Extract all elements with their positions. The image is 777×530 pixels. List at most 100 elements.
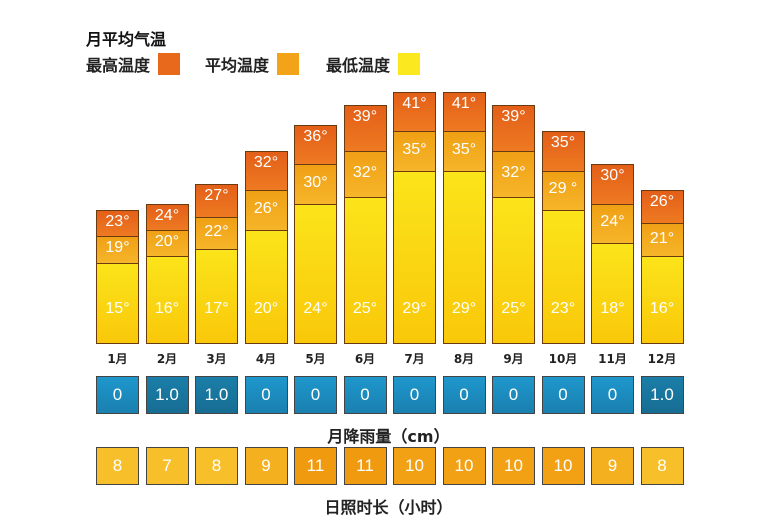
- bar-avg: [541, 170, 585, 212]
- sunshine-box: 9: [244, 447, 288, 485]
- legend-swatch: [398, 53, 421, 75]
- sunshine-box: 10: [442, 447, 486, 485]
- legend-item-min: 最低温度: [326, 52, 421, 76]
- sunshine-box: 11: [294, 447, 337, 485]
- rainfall-box: 1.0: [145, 376, 189, 414]
- month-label: 6月: [354, 352, 376, 366]
- legend-item-max: 最高温度: [86, 52, 181, 76]
- bar-min: [541, 210, 585, 344]
- month-label: 8月: [453, 352, 475, 366]
- label-max: 39°: [352, 108, 378, 126]
- month-label: 4月: [255, 352, 277, 366]
- bar-max: [640, 190, 684, 225]
- label-min: 25°: [501, 300, 526, 317]
- bar-avg: [96, 236, 139, 264]
- sunshine-box: 8: [640, 447, 684, 485]
- bar-min: [294, 203, 337, 344]
- month-label: 1月: [107, 352, 128, 366]
- label-avg: 32°: [501, 164, 526, 182]
- bar-max: [343, 105, 387, 153]
- sunshine-box: 7: [145, 447, 189, 485]
- bar-min: [244, 229, 288, 344]
- label-min: 17°: [204, 300, 229, 317]
- bar-max: [96, 210, 139, 238]
- sunshine-box: 10: [393, 447, 436, 485]
- bar-min: [640, 256, 684, 344]
- sunshine-box: 9: [591, 447, 634, 485]
- label-max: 32°: [253, 154, 279, 172]
- label-min: 29°: [451, 300, 477, 317]
- rainfall-box: 0: [591, 376, 634, 414]
- sunshine-box: 8: [96, 447, 139, 485]
- label-avg: 22°: [204, 223, 229, 241]
- rainfall-box: 0: [492, 376, 535, 414]
- rainfall-box: 0: [442, 376, 486, 414]
- sunshine-box: 11: [343, 447, 387, 485]
- label-min: 20°: [253, 300, 279, 317]
- sunshine-box: 10: [492, 447, 535, 485]
- label-min: 23°: [550, 300, 576, 317]
- legend-label: 最低温度: [326, 56, 391, 75]
- label-avg: 26°: [253, 200, 279, 218]
- bar-min: [442, 170, 486, 344]
- label-avg: 35°: [402, 141, 427, 159]
- label-max: 41°: [451, 95, 477, 113]
- rainfall-box: 0: [96, 376, 139, 414]
- label-max: 30°: [600, 167, 625, 185]
- rainfall-box: 0: [541, 376, 585, 414]
- bar-min: [145, 256, 189, 344]
- label-avg: 35°: [451, 141, 477, 159]
- label-min: 15°: [105, 300, 130, 317]
- month-label: 7月: [404, 352, 425, 366]
- legend-swatch: [277, 53, 300, 75]
- month-label: 10月: [548, 352, 578, 366]
- bar-max: [145, 203, 189, 231]
- rainfall-box: 0: [393, 376, 436, 414]
- bar-avg: [294, 164, 337, 205]
- month-label: 5月: [305, 352, 326, 366]
- bar-avg: [442, 131, 486, 172]
- label-avg: 30°: [303, 173, 328, 191]
- label-max: 26°: [649, 193, 675, 211]
- label-max: 27°: [204, 186, 229, 204]
- month-label: 9月: [503, 352, 524, 366]
- rainfall-box: 1.0: [195, 376, 238, 414]
- bar-avg: [195, 216, 238, 251]
- label-min: 25°: [352, 300, 378, 317]
- bar-max: [393, 92, 436, 133]
- bar-min: [343, 197, 387, 344]
- sunshine-box: 10: [541, 447, 585, 485]
- rainfall-box: 0: [343, 376, 387, 414]
- label-min: 16°: [154, 300, 180, 317]
- bar-avg: [244, 190, 288, 231]
- bar-max: [294, 124, 337, 166]
- label-min: 16°: [649, 300, 675, 317]
- bar-max: [442, 92, 486, 133]
- month-label: 2月: [156, 352, 178, 366]
- label-max: 39°: [501, 108, 526, 126]
- bar-avg: [640, 223, 684, 258]
- label-avg: 21°: [649, 229, 675, 247]
- month-label: 12月: [647, 352, 677, 366]
- bar-min: [195, 249, 238, 344]
- rainfall-box: 1.0: [640, 376, 684, 414]
- rainfall-caption: 月降雨量（cm）: [327, 427, 450, 446]
- legend-swatch: [158, 53, 181, 75]
- month-label: 11月: [598, 352, 627, 366]
- bar-min: [492, 197, 535, 344]
- bar-min: [591, 242, 634, 344]
- bar-max: [195, 183, 238, 218]
- bar-min: [393, 170, 436, 344]
- label-avg: 20°: [154, 232, 180, 250]
- chart-title: 月平均气温: [86, 30, 167, 49]
- bar-max: [244, 151, 288, 192]
- label-max: 23°: [105, 213, 130, 231]
- label-min: 18°: [600, 300, 625, 317]
- label-max: 36°: [303, 127, 328, 145]
- rainfall-box: 0: [294, 376, 337, 414]
- label-avg: 32°: [352, 164, 378, 182]
- label-max: 35°: [550, 134, 576, 152]
- label-min: 24°: [303, 300, 328, 317]
- label-avg: 19°: [105, 239, 130, 257]
